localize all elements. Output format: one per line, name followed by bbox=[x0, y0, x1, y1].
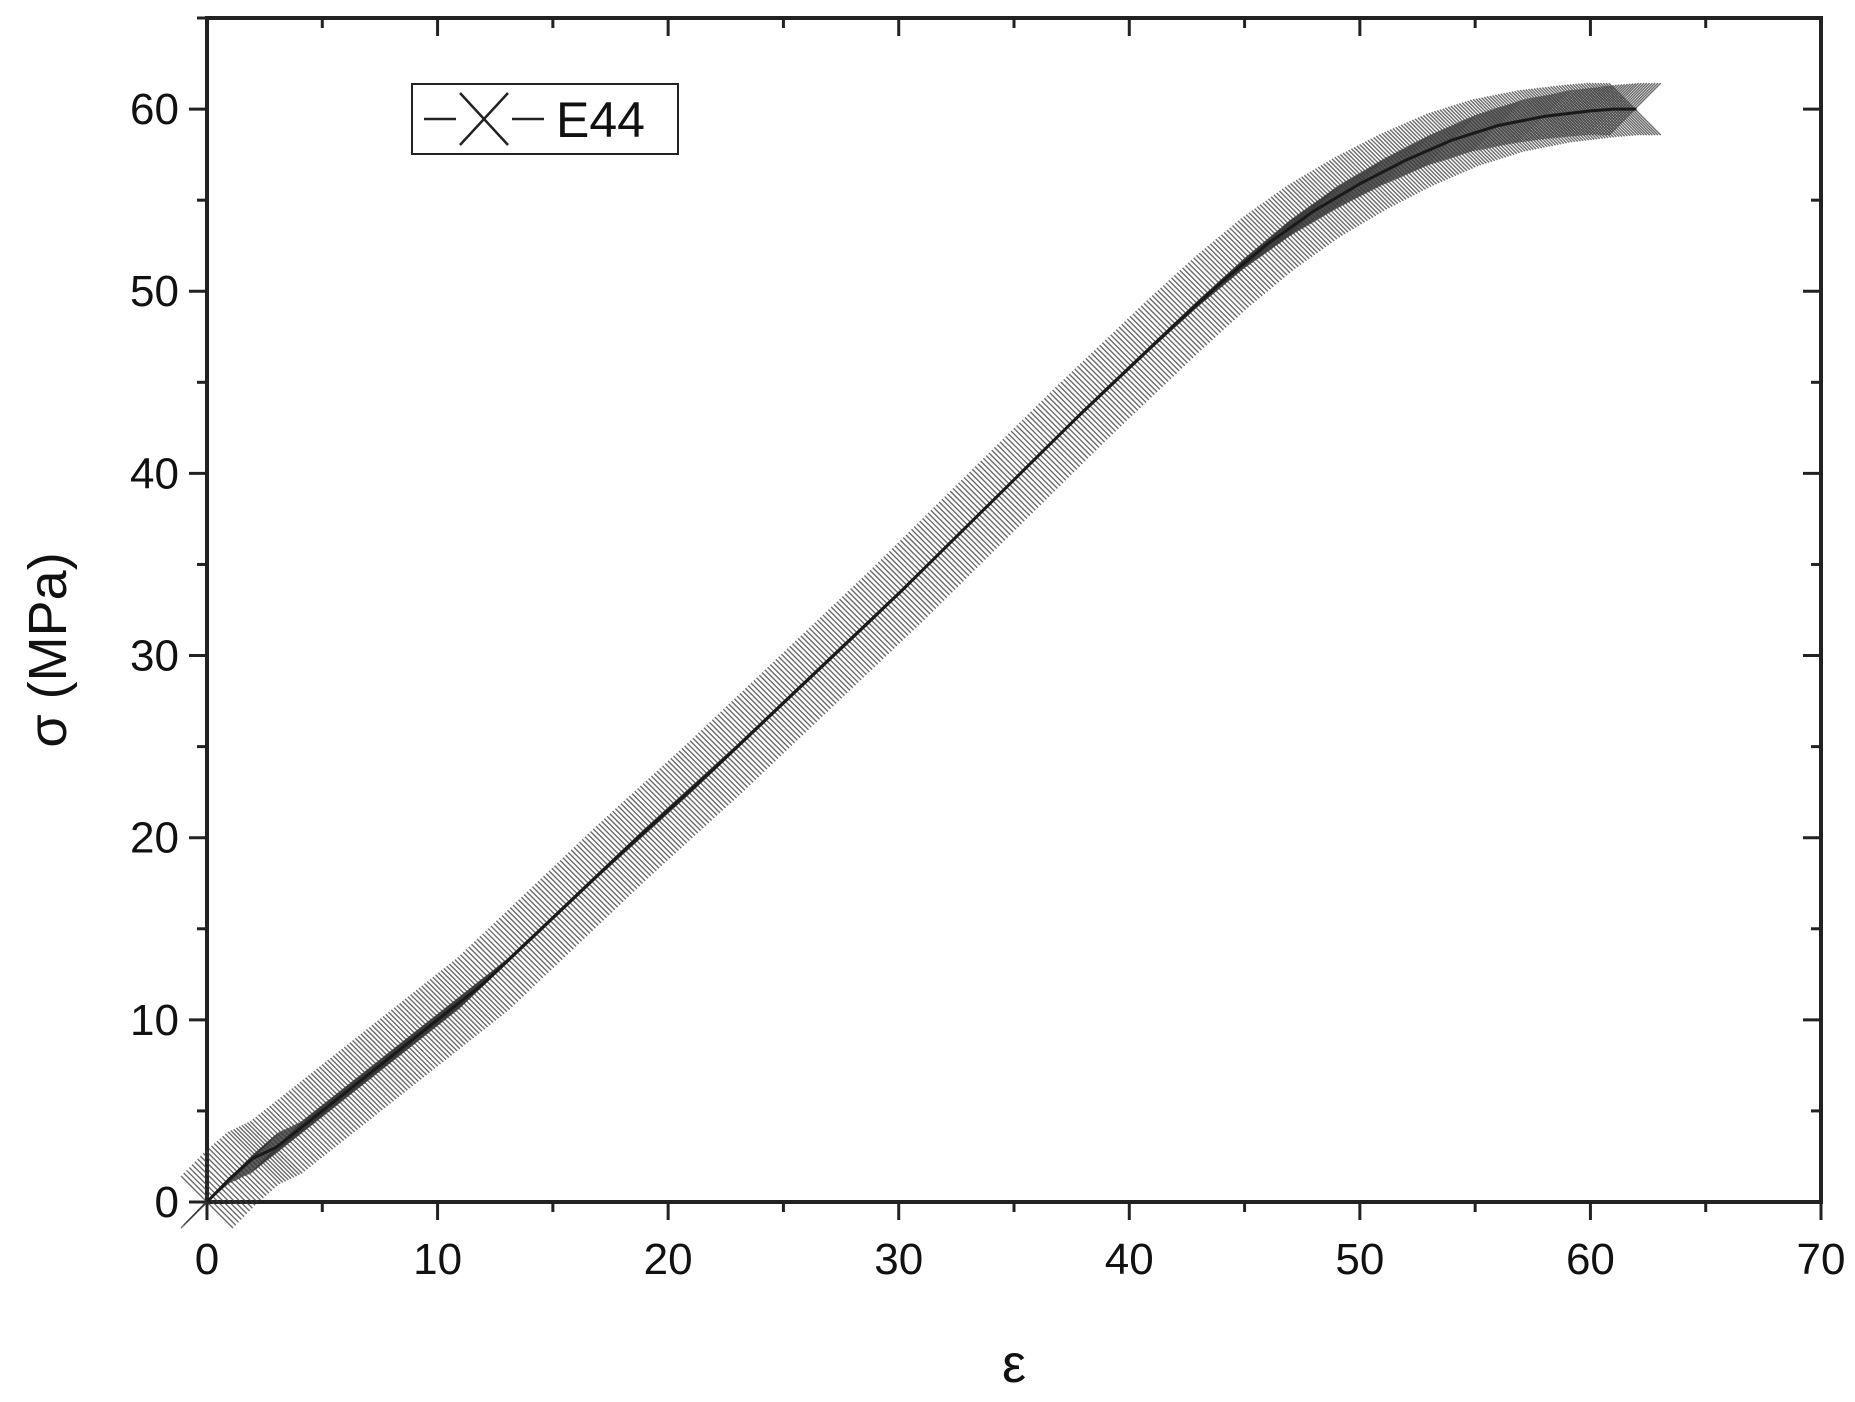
series-layer bbox=[180, 82, 1662, 1229]
legend-x-marker-icon bbox=[459, 92, 509, 146]
y-axis-title: σ (MPa) bbox=[18, 552, 78, 747]
legend: E44 bbox=[411, 83, 679, 155]
y-tick-label: 50 bbox=[130, 267, 179, 316]
y-tick-label: 10 bbox=[130, 996, 179, 1045]
x-axis-ticks: 0 10 20 30 40 50 60 70 bbox=[195, 18, 1846, 1284]
y-tick-label: 40 bbox=[130, 449, 179, 498]
x-axis-title: ε bbox=[1002, 1334, 1026, 1394]
x-tick-label: 50 bbox=[1335, 1235, 1384, 1284]
series-e44 bbox=[180, 82, 1662, 1229]
x-tick-label: 70 bbox=[1797, 1235, 1846, 1284]
x-tick-label: 20 bbox=[644, 1235, 693, 1284]
y-axis-ticks: 0 10 20 30 40 50 60 bbox=[130, 16, 1821, 1227]
series-line bbox=[205, 107, 1637, 1204]
y-tick-label: 0 bbox=[155, 1178, 179, 1227]
y-tick-label: 60 bbox=[130, 85, 179, 134]
plot-area bbox=[205, 16, 1823, 1204]
x-tick-label: 40 bbox=[1105, 1235, 1154, 1284]
legend-label-e44: E44 bbox=[556, 92, 645, 148]
x-tick-label: 10 bbox=[413, 1235, 462, 1284]
y-tick-label: 20 bbox=[130, 814, 179, 863]
x-tick-label: 30 bbox=[874, 1235, 923, 1284]
y-tick-label: 30 bbox=[130, 632, 179, 681]
x-tick-label: 0 bbox=[195, 1235, 219, 1284]
x-tick-label: 60 bbox=[1566, 1235, 1615, 1284]
legend-box bbox=[411, 83, 679, 155]
